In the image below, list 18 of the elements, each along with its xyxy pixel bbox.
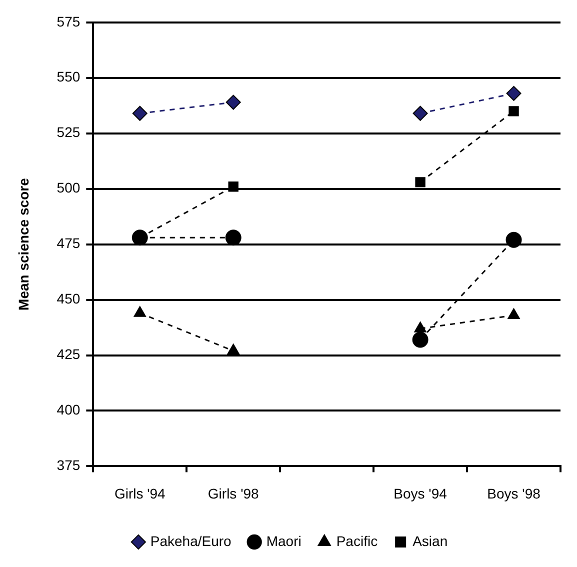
y-tick-label: 375 — [56, 457, 80, 474]
y-tick-label: 575 — [56, 13, 80, 30]
y-tick-label: 425 — [56, 346, 80, 362]
x-tick-label: Boys '98 — [487, 485, 541, 502]
legend-label: Asian — [412, 532, 448, 549]
x-tick-label: Girls '98 — [208, 485, 260, 502]
x-tick-label: Girls '94 — [114, 485, 166, 502]
y-tick-label: 450 — [56, 290, 80, 307]
legend-label: Pakeha/Euro — [150, 532, 232, 549]
x-tick-label: Boys '94 — [394, 485, 448, 502]
y-tick-label: 400 — [56, 402, 80, 418]
y-axis-title: Mean science score — [15, 178, 32, 310]
legend-label: Maori — [266, 532, 302, 549]
legend-label: Pacific — [336, 532, 378, 549]
y-tick-label: 525 — [56, 124, 80, 140]
y-tick-label: 500 — [56, 180, 80, 196]
y-tick-label: 550 — [56, 68, 80, 85]
y-tick-label: 475 — [56, 235, 80, 252]
